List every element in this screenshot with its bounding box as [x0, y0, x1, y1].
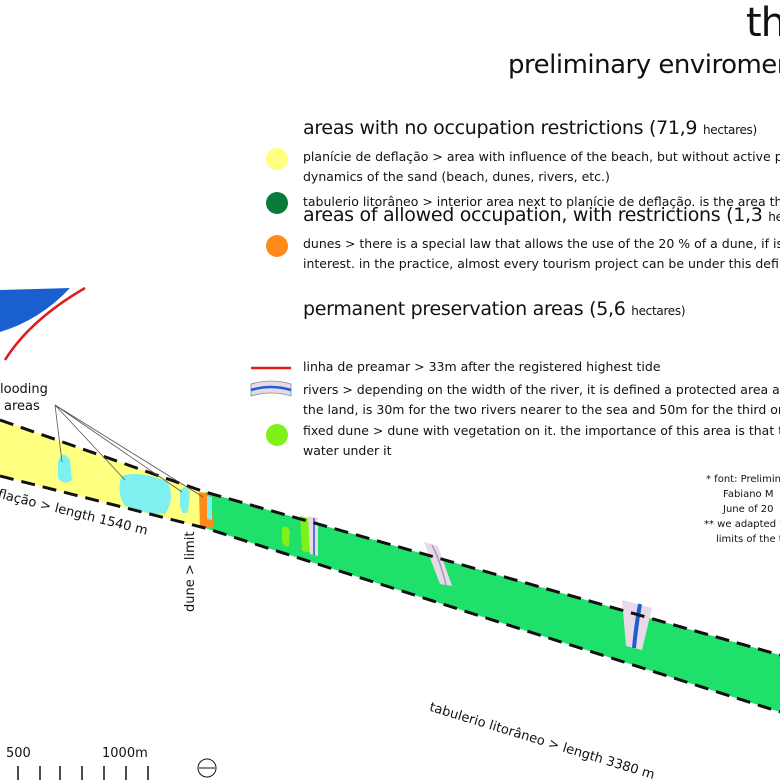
flooding-area-1 [58, 454, 72, 483]
source-note-3: June of 20 [723, 504, 774, 515]
legend-item-line: interest. in the practice, almost every … [303, 256, 780, 271]
legend-item-line: the land, is 30m for the two rivers near… [303, 402, 780, 417]
legend-item-fixed-dune: fixed dune > dune with vegetation on it.… [303, 421, 780, 461]
darkgreen-dot-icon [266, 192, 288, 214]
legend-item-line: water under it [303, 443, 392, 458]
scale-label-500: 500 [6, 746, 31, 761]
legend-section-unit: hectares) [702, 123, 757, 137]
plot-boundary-top [0, 418, 780, 657]
legend-section-title-2: areas of allowed occupation, with restri… [303, 204, 780, 226]
scale-label-1000: 1000m [102, 746, 148, 761]
flooding-leader-lines [54, 404, 204, 498]
legend-section-unit: hec [768, 210, 780, 224]
north-arrow-icon [197, 758, 217, 778]
flooding-area-3 [180, 487, 190, 514]
legend-item-line: fixed dune > dune with vegetation on it.… [303, 423, 780, 438]
yellow-dot-icon [266, 148, 288, 170]
legend-item-deflacao: planície de deflação > area with influen… [303, 147, 780, 187]
source-note-4: ** we adapted th [704, 519, 780, 530]
legend-item-preamar: linha de preamar > 33m after the registe… [303, 357, 661, 377]
legend-section-title-text: areas with no occupation restrictions (7… [303, 117, 698, 139]
legend-item-line: dunes > there is a special law that allo… [303, 236, 780, 251]
dune-limit-label: dune > limit [183, 531, 198, 612]
tabulerio-area [205, 492, 780, 712]
page-title: th [746, 0, 780, 46]
source-note-5: limits of the to [716, 534, 780, 545]
legend-item-rivers: rivers > depending on the width of the r… [303, 380, 780, 420]
river-legend-swatch [250, 380, 292, 397]
flooding-label-line2: areas [4, 399, 40, 414]
source-note-2: Fabiano M [723, 489, 774, 500]
legend-section-title-3: permanent preservation areas (5,6 hectar… [303, 298, 686, 320]
legend-item-line: dynamics of the sand (beach, dunes, rive… [303, 169, 610, 184]
legend-item-dunes: dunes > there is a special law that allo… [303, 234, 780, 274]
legend-section-title-text: areas of allowed occupation, with restri… [303, 204, 763, 226]
flooding-area-2 [119, 474, 171, 514]
legend-item-tabulerio: tabulerio litorâneo > interior area next… [303, 192, 780, 212]
legend-item-line: planície de deflação > area with influen… [303, 149, 780, 164]
plot-boundary-bottom [0, 474, 780, 714]
source-note-1: * font: Prelimina [706, 474, 780, 485]
river-buffer-2 [424, 542, 452, 586]
scale-bar [17, 766, 149, 780]
orange-dot-icon [266, 235, 288, 257]
fixed-dune-1 [282, 526, 290, 547]
river-3 [632, 603, 642, 649]
legend-section-unit: hectares) [631, 304, 686, 318]
sea-area [0, 288, 70, 332]
dune-river [207, 496, 212, 520]
legend-item-line: tabulerio litorâneo > interior area next… [303, 194, 780, 209]
preamar-line [3, 286, 86, 361]
legend-item-line: linha de preamar > 33m after the registe… [303, 359, 661, 374]
river-buffer-1 [308, 516, 318, 556]
legend-section-title-1: areas with no occupation restrictions (7… [303, 117, 757, 139]
legend-section-title-text: permanent preservation areas (5,6 [303, 298, 626, 320]
flooding-label-line1: looding [0, 382, 48, 397]
lightgreen-dot-icon [266, 424, 288, 446]
river-2 [431, 544, 447, 586]
page-subtitle: preliminary enviromen [508, 50, 780, 80]
legend-item-line: rivers > depending on the width of the r… [303, 382, 780, 397]
